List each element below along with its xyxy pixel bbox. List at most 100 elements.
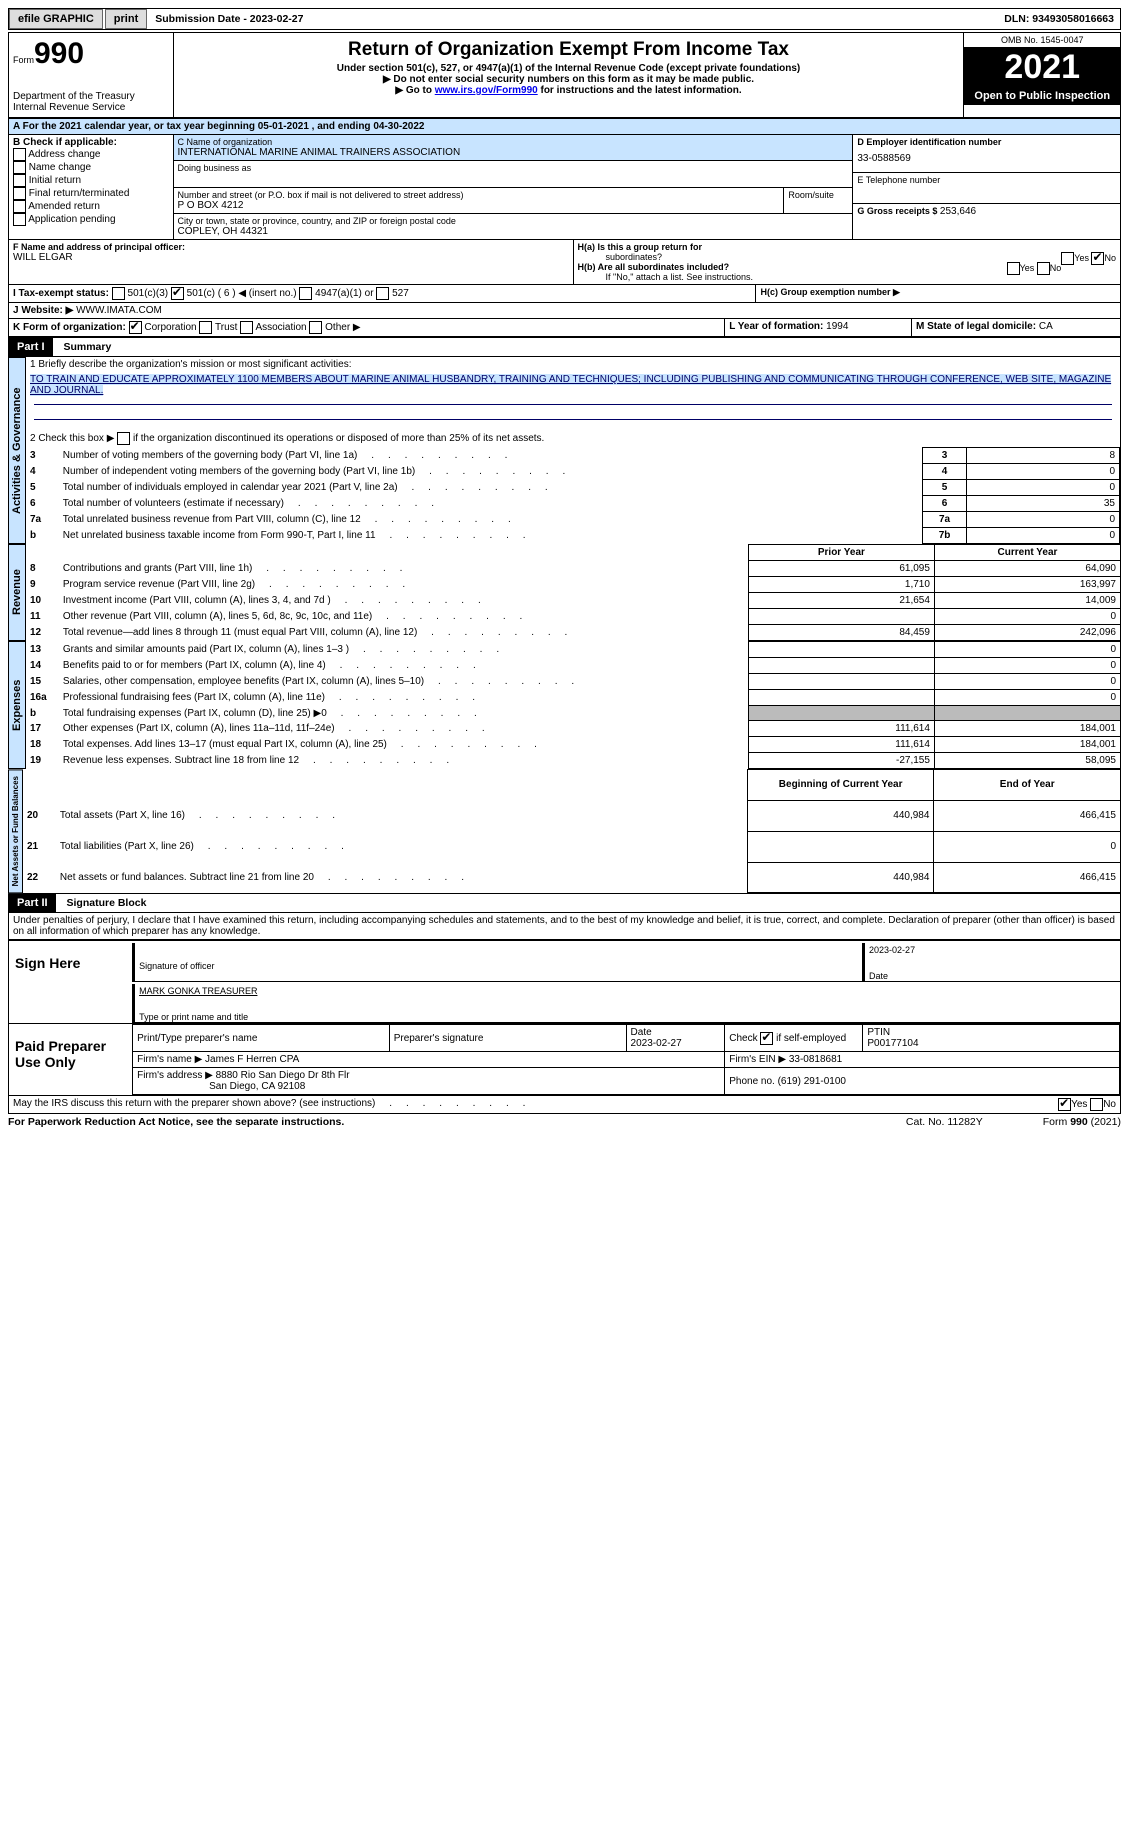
- part-ii-header: Part II Signature Block: [8, 893, 1121, 913]
- discuss-yes: Yes: [1071, 1100, 1087, 1111]
- ha-yes-checkbox[interactable]: [1061, 252, 1074, 265]
- subtitle-3: ▶ Go to www.irs.gov/Form990 for instruct…: [178, 85, 960, 96]
- sign-here-label: Sign Here: [9, 941, 132, 1023]
- hb-label: H(b) Are all subordinates included?: [578, 262, 730, 272]
- summary-section: Activities & Governance 1 Briefly descri…: [8, 357, 1121, 544]
- top-toolbar: efile GRAPHIC print Submission Date - 20…: [8, 8, 1121, 30]
- boxb-checkbox[interactable]: [13, 174, 26, 187]
- other-checkbox[interactable]: [309, 321, 322, 334]
- discuss-no-checkbox[interactable]: [1090, 1098, 1103, 1111]
- discuss-yes-checkbox[interactable]: [1058, 1098, 1071, 1111]
- hc-label: H(c) Group exemption number ▶: [760, 287, 899, 297]
- calendar-year-line: A For the 2021 calendar year, or tax yea…: [8, 118, 1121, 135]
- part-ii-title: Signature Block: [59, 897, 147, 909]
- line2-text: 2 Check this box ▶ if the organization d…: [30, 433, 544, 444]
- part-i-header: Part I Summary: [8, 337, 1121, 357]
- ha-label: H(a) Is this a group return for: [578, 242, 703, 252]
- other-text: Other ▶: [325, 322, 360, 333]
- prep-date: 2023-02-27: [631, 1038, 682, 1049]
- print-button[interactable]: print: [105, 9, 147, 29]
- submission-date-label: Submission Date - 2023-02-27: [149, 10, 309, 28]
- form-number: 990: [34, 37, 84, 70]
- ha-label2: subordinates?: [606, 252, 663, 262]
- assoc-checkbox[interactable]: [240, 321, 253, 334]
- assoc-text: Association: [255, 322, 306, 333]
- hb-yes-checkbox[interactable]: [1007, 262, 1020, 275]
- 501c-text: 501(c) ( 6 ) ◀ (insert no.): [187, 288, 297, 299]
- box-c-label: C Name of organization: [178, 137, 849, 147]
- omb-number: OMB No. 1545-0047: [964, 33, 1120, 48]
- yes-text2: Yes: [1020, 263, 1035, 273]
- discuss-row: May the IRS discuss this return with the…: [8, 1096, 1121, 1114]
- firm-phone: (619) 291-0100: [778, 1076, 846, 1087]
- section-klm: K Form of organization: Corporation Trus…: [8, 319, 1121, 337]
- 4947-text: 4947(a)(1) or: [315, 288, 373, 299]
- revenue-table: Prior YearCurrent Year8Contributions and…: [26, 544, 1121, 641]
- org-name: INTERNATIONAL MARINE ANIMAL TRAINERS ASS…: [178, 147, 849, 158]
- year-formation-value: 1994: [826, 321, 848, 332]
- prep-sig-label: Preparer's signature: [389, 1025, 626, 1052]
- dba-label: Doing business as: [174, 161, 853, 188]
- form-word: Form: [13, 55, 34, 65]
- expenses-table: 13Grants and similar amounts paid (Part …: [26, 641, 1121, 769]
- subtitle-2: ▶ Do not enter social security numbers o…: [178, 74, 960, 85]
- 501c-checkbox[interactable]: [171, 287, 184, 300]
- no-text: No: [1104, 253, 1116, 263]
- irs-link[interactable]: www.irs.gov/Form990: [435, 85, 538, 96]
- box-b-label: B Check if applicable:: [13, 137, 169, 148]
- officer-name-title: MARK GONKA TREASURER: [139, 986, 257, 996]
- irs-label: Internal Revenue Service: [13, 102, 169, 113]
- 4947-checkbox[interactable]: [299, 287, 312, 300]
- open-to-public: Open to Public Inspection: [964, 87, 1120, 105]
- discuss-question: May the IRS discuss this return with the…: [13, 1098, 525, 1109]
- prep-date-label: Date: [631, 1027, 652, 1038]
- efile-badge: efile GRAPHIC: [9, 9, 103, 29]
- ein-label: D Employer identification number: [857, 137, 1116, 147]
- ha-no-checkbox[interactable]: [1091, 252, 1104, 265]
- year-formation-label: L Year of formation:: [729, 321, 826, 332]
- boxb-checkbox[interactable]: [13, 148, 26, 161]
- section-j: J Website: ▶ WWW.IMATA.COM: [8, 303, 1121, 319]
- form-footer: Form 990 (2021): [1043, 1116, 1121, 1128]
- line1-label: 1 Briefly describe the organization's mi…: [26, 357, 1120, 372]
- signature-line: Signature of officer: [132, 943, 862, 982]
- addr-value: P O BOX 4212: [178, 200, 780, 211]
- firm-ein: 33-0818681: [789, 1054, 842, 1065]
- netassets-section: Net Assets or Fund Balances Beginning of…: [8, 769, 1121, 893]
- gross-label: G Gross receipts $: [857, 206, 940, 216]
- city-value: COPLEY, OH 44321: [178, 226, 849, 237]
- 527-text: 527: [392, 288, 409, 299]
- dln-label: DLN:: [1004, 13, 1032, 25]
- boxb-checkbox[interactable]: [13, 187, 26, 200]
- subdate-label-text: Submission Date -: [155, 13, 250, 25]
- vtab-netassets: Net Assets or Fund Balances: [8, 769, 23, 893]
- firm-phone-label: Phone no.: [729, 1076, 777, 1087]
- vtab-expenses: Expenses: [8, 641, 26, 769]
- section-bc-deg: B Check if applicable: Address change Na…: [8, 135, 1121, 240]
- pra-notice: For Paperwork Reduction Act Notice, see …: [8, 1116, 344, 1128]
- 527-checkbox[interactable]: [376, 287, 389, 300]
- 501c3-checkbox[interactable]: [112, 287, 125, 300]
- room-label: Room/suite: [784, 188, 852, 213]
- form-header: Form990 Department of the Treasury Inter…: [8, 32, 1121, 118]
- discuss-no: No: [1103, 1100, 1116, 1111]
- boxb-checkbox[interactable]: [13, 161, 26, 174]
- trust-checkbox[interactable]: [199, 321, 212, 334]
- boxb-checkbox[interactable]: [13, 200, 26, 213]
- addr-label: Number and street (or P.O. box if mail i…: [178, 190, 780, 200]
- ptin-label: PTIN: [867, 1027, 890, 1038]
- part-i-title: Summary: [55, 341, 111, 353]
- firm-name: James F Herren CPA: [205, 1054, 299, 1065]
- firm-ein-label: Firm's EIN ▶: [729, 1054, 786, 1065]
- self-employed-checkbox[interactable]: [760, 1032, 773, 1045]
- boxb-checkbox[interactable]: [13, 213, 26, 226]
- paid-preparer-block: Paid Preparer Use Only Print/Type prepar…: [8, 1024, 1121, 1096]
- no-text2: No: [1050, 263, 1062, 273]
- line2-checkbox[interactable]: [117, 432, 130, 445]
- revenue-section: Revenue Prior YearCurrent Year8Contribut…: [8, 544, 1121, 641]
- corp-text: Corporation: [144, 322, 196, 333]
- form-org-label: K Form of organization:: [13, 322, 126, 333]
- preparer-table: Print/Type preparer's name Preparer's si…: [132, 1024, 1120, 1095]
- hb-no-checkbox[interactable]: [1037, 262, 1050, 275]
- corp-checkbox[interactable]: [129, 321, 142, 334]
